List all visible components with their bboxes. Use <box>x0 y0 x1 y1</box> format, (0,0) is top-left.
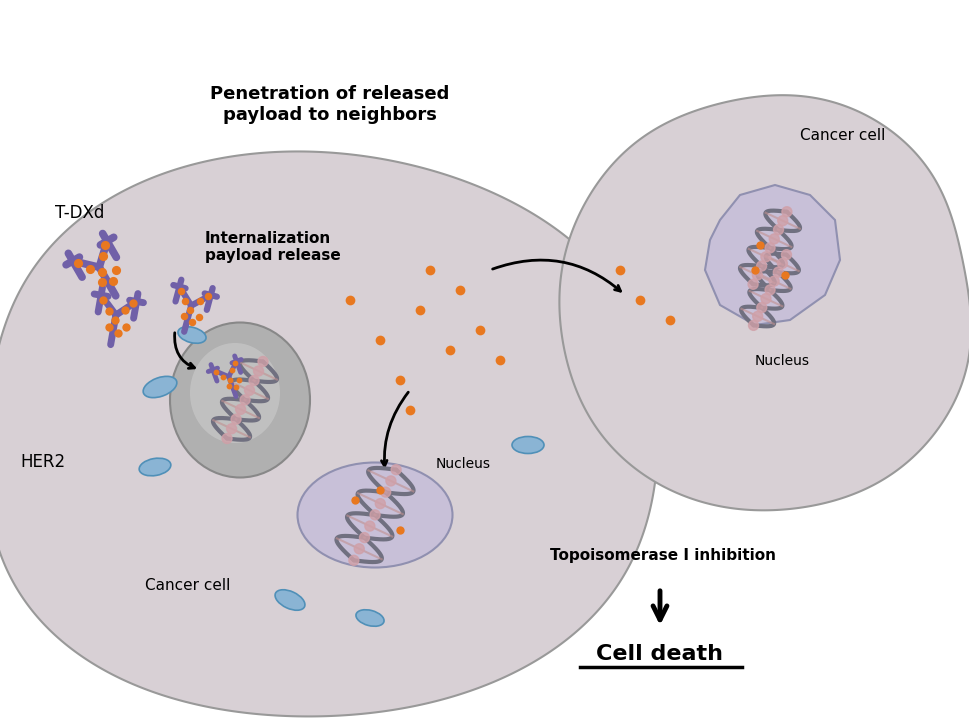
Circle shape <box>253 366 264 376</box>
Text: Nucleus: Nucleus <box>435 457 490 471</box>
Text: Penetration of released
payload to neighbors: Penetration of released payload to neigh… <box>210 85 450 124</box>
Circle shape <box>391 464 401 475</box>
Circle shape <box>781 250 791 260</box>
Ellipse shape <box>170 323 310 478</box>
Polygon shape <box>559 95 969 510</box>
Circle shape <box>760 252 770 262</box>
Text: Cell death: Cell death <box>596 644 723 664</box>
Circle shape <box>772 267 783 277</box>
Circle shape <box>756 261 766 271</box>
Circle shape <box>386 476 395 486</box>
Ellipse shape <box>139 458 171 476</box>
Ellipse shape <box>356 610 384 626</box>
Circle shape <box>748 320 758 331</box>
Circle shape <box>244 385 254 395</box>
Circle shape <box>364 521 374 531</box>
Circle shape <box>375 499 385 509</box>
Circle shape <box>777 215 787 226</box>
Circle shape <box>768 276 778 286</box>
Circle shape <box>258 357 267 366</box>
Circle shape <box>756 303 766 312</box>
Text: Nucleus: Nucleus <box>754 354 809 368</box>
Circle shape <box>752 312 762 321</box>
Circle shape <box>239 395 250 405</box>
Text: HER2: HER2 <box>20 453 65 471</box>
Ellipse shape <box>190 343 280 443</box>
Ellipse shape <box>297 462 452 568</box>
Circle shape <box>752 270 762 280</box>
Text: Internalization
payload release: Internalization payload release <box>204 231 340 263</box>
Ellipse shape <box>143 376 176 397</box>
Circle shape <box>370 510 380 520</box>
Circle shape <box>231 414 241 424</box>
Polygon shape <box>704 185 839 325</box>
Ellipse shape <box>177 327 205 344</box>
Circle shape <box>235 405 245 414</box>
Text: Cancer cell: Cancer cell <box>144 578 231 593</box>
Circle shape <box>380 487 391 497</box>
Circle shape <box>222 433 232 443</box>
Polygon shape <box>0 151 657 716</box>
Circle shape <box>349 555 359 566</box>
Circle shape <box>781 207 791 217</box>
Circle shape <box>747 280 758 289</box>
Circle shape <box>765 285 774 295</box>
Circle shape <box>359 533 369 542</box>
Circle shape <box>761 293 770 304</box>
Ellipse shape <box>275 590 304 610</box>
Text: T-DXd: T-DXd <box>55 204 105 222</box>
Circle shape <box>354 544 364 554</box>
Circle shape <box>249 376 259 386</box>
Ellipse shape <box>512 437 544 454</box>
Circle shape <box>776 258 787 269</box>
Circle shape <box>227 424 236 434</box>
Circle shape <box>772 225 783 234</box>
Text: Topoisomerase I inhibition: Topoisomerase I inhibition <box>549 548 775 563</box>
Circle shape <box>765 243 774 253</box>
Text: Cancer cell: Cancer cell <box>799 128 885 143</box>
Circle shape <box>768 234 778 244</box>
